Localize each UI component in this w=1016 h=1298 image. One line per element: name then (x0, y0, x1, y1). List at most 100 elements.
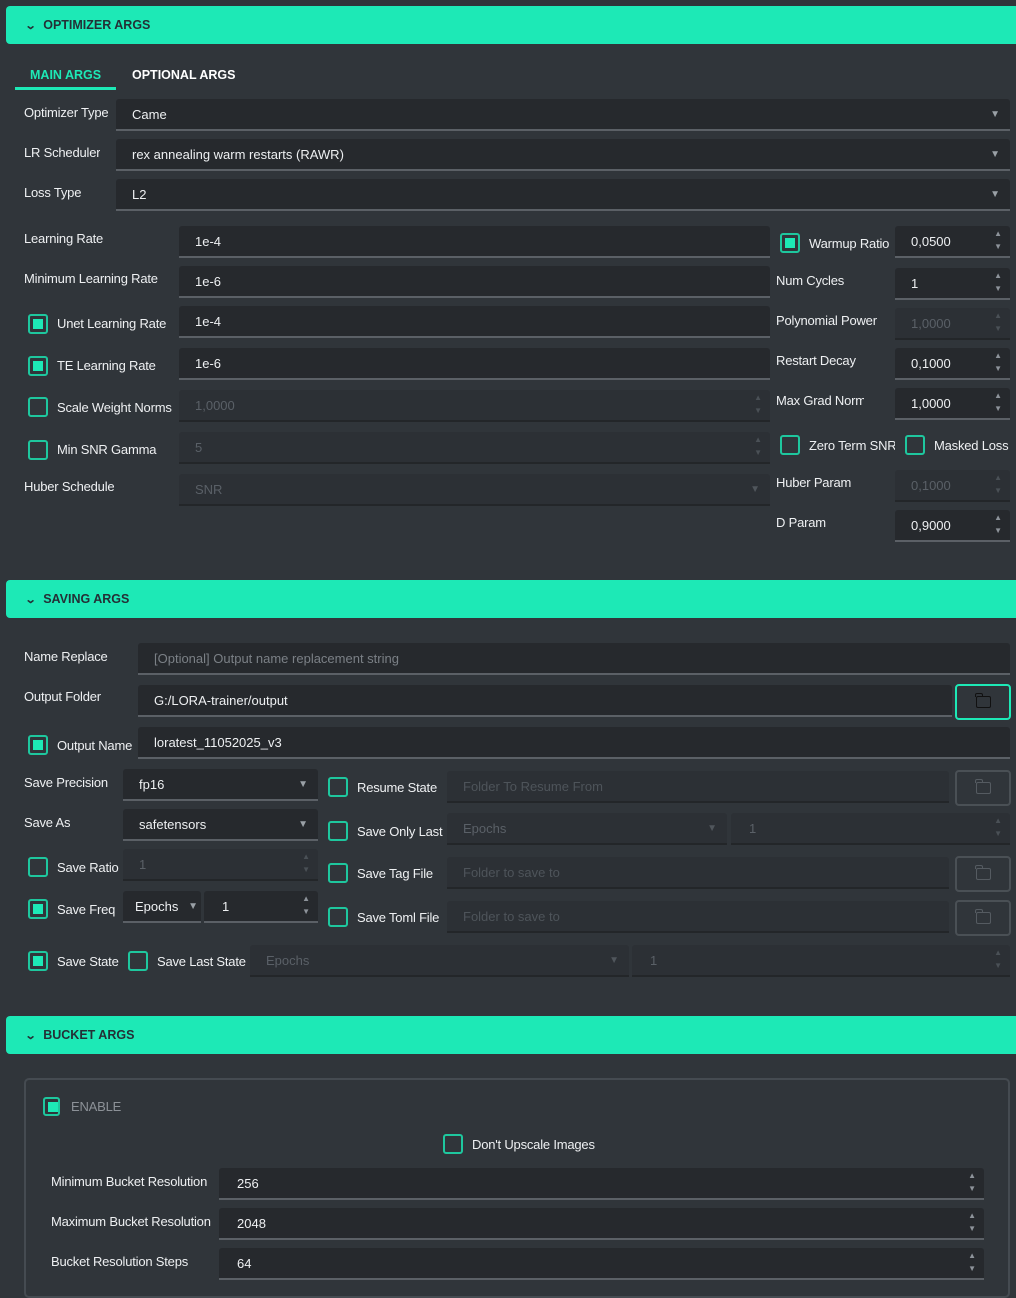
spin-arrows-icon[interactable]: ▲ ▼ (994, 351, 1002, 373)
enable-bucket-checkbox[interactable] (43, 1097, 60, 1116)
masked-loss-label: Masked Loss (934, 438, 1009, 453)
browse-resume-folder-button[interactable] (955, 770, 1011, 806)
dont-upscale-checkbox[interactable] (443, 1134, 463, 1154)
saving-args-header[interactable]: ⌄ SAVING ARGS (6, 580, 1016, 618)
num-cycles-input[interactable]: 1 ▲ ▼ (895, 268, 1010, 300)
huber-schedule-select[interactable]: SNR ▼ (179, 474, 770, 506)
save-last-state-input[interactable]: 1 ▲ ▼ (632, 945, 1010, 977)
browse-output-folder-button[interactable] (955, 684, 1011, 720)
chevron-down-icon: ⌄ (24, 593, 37, 606)
save-as-select[interactable]: safetensors ▼ (123, 809, 318, 841)
spin-arrows-icon[interactable]: ▲ ▼ (968, 1251, 976, 1273)
spin-arrows-icon[interactable]: ▲ ▼ (994, 816, 1002, 838)
browse-toml-folder-button[interactable] (955, 900, 1011, 936)
save-ratio-input[interactable]: 1 ▲ ▼ (123, 849, 318, 881)
section-title: SAVING ARGS (43, 592, 130, 606)
save-last-state-checkbox[interactable] (128, 951, 148, 971)
huber-param-input[interactable]: 0,1000 ▲ ▼ (895, 470, 1010, 502)
value: 256 (237, 1176, 259, 1191)
value: rex annealing warm restarts (RAWR) (132, 147, 344, 162)
name-replace-label: Name Replace (24, 649, 108, 664)
spin-arrows-icon[interactable]: ▲ ▼ (994, 513, 1002, 535)
value: L2 (132, 187, 147, 202)
optimizer-type-select[interactable]: Came ▼ (116, 99, 1010, 131)
min-bucket-res-label: Minimum Bucket Resolution (51, 1174, 208, 1189)
browse-tag-folder-button[interactable] (955, 856, 1011, 892)
restart-decay-input[interactable]: 0,1000 ▲ ▼ (895, 348, 1010, 380)
output-folder-input[interactable]: G:/LORA-trainer/output (138, 685, 952, 717)
min-snr-gamma-label: Min SNR Gamma (57, 442, 157, 457)
learning-rate-label: Learning Rate (24, 231, 104, 246)
dropdown-arrow-icon: ▼ (990, 189, 1000, 200)
spin-arrows-icon[interactable]: ▲ ▼ (754, 435, 762, 457)
te-lr-input[interactable]: 1e-6 (179, 348, 770, 380)
masked-loss-checkbox[interactable] (905, 435, 925, 455)
zero-term-snr-checkbox[interactable] (780, 435, 800, 455)
spin-arrows-icon[interactable]: ▲ ▼ (994, 271, 1002, 293)
bucket-steps-input[interactable]: 64 ▲ ▼ (219, 1248, 984, 1280)
save-ratio-checkbox[interactable] (28, 857, 48, 877)
spin-arrows-icon[interactable]: ▲ ▼ (994, 229, 1002, 251)
min-snr-gamma-input[interactable]: 5 ▲ ▼ (179, 432, 770, 464)
save-state-checkbox[interactable] (28, 951, 48, 971)
min-lr-input[interactable]: 1e-6 (179, 266, 770, 298)
resume-state-input[interactable]: Folder To Resume From (447, 771, 949, 803)
spin-arrows-icon[interactable]: ▲ ▼ (994, 391, 1002, 413)
unet-lr-input[interactable]: 1e-4 (179, 306, 770, 338)
lr-scheduler-select[interactable]: rex annealing warm restarts (RAWR) ▼ (116, 139, 1010, 171)
polynomial-power-input[interactable]: 1,0000 ▲ ▼ (895, 308, 1010, 340)
spin-arrows-icon[interactable]: ▲ ▼ (302, 852, 310, 874)
save-toml-file-input[interactable]: Folder to save to (447, 901, 949, 933)
save-state-label: Save State (57, 954, 119, 969)
optimizer-args-header[interactable]: ⌄ OPTIMIZER ARGS (6, 6, 1016, 44)
learning-rate-input[interactable]: 1e-4 (179, 226, 770, 258)
save-tag-file-input[interactable]: Folder to save to (447, 857, 949, 889)
spin-arrows-icon[interactable]: ▲ ▼ (754, 393, 762, 415)
unet-lr-checkbox[interactable] (28, 314, 48, 334)
scale-weight-norms-input[interactable]: 1,0000 ▲ ▼ (179, 390, 770, 422)
save-tag-file-checkbox[interactable] (328, 863, 348, 883)
loss-type-label: Loss Type (24, 185, 82, 200)
save-only-last-input[interactable]: 1 ▲ ▼ (731, 813, 1010, 845)
dropdown-arrow-icon: ▼ (188, 901, 198, 912)
value: SNR (195, 482, 223, 497)
loss-type-select[interactable]: L2 ▼ (116, 179, 1010, 211)
scale-weight-norms-checkbox[interactable] (28, 397, 48, 417)
spin-arrows-icon[interactable]: ▲ ▼ (994, 948, 1002, 970)
spin-arrows-icon[interactable]: ▲ ▼ (994, 473, 1002, 495)
save-only-last-checkbox[interactable] (328, 821, 348, 841)
save-only-last-unit-select[interactable]: Epochs ▼ (447, 813, 727, 845)
warmup-ratio-input[interactable]: 0,0500 ▲ ▼ (895, 226, 1010, 258)
output-name-checkbox[interactable] (28, 735, 48, 755)
save-toml-file-checkbox[interactable] (328, 907, 348, 927)
save-precision-select[interactable]: fp16 ▼ (123, 769, 318, 801)
te-lr-checkbox[interactable] (28, 356, 48, 376)
d-param-input[interactable]: 0,9000 ▲ ▼ (895, 510, 1010, 542)
save-freq-unit-select[interactable]: Epochs ▼ (123, 891, 201, 923)
spin-arrows-icon[interactable]: ▲ ▼ (968, 1171, 976, 1193)
d-param-label: D Param (776, 515, 826, 530)
value: 1 (911, 276, 919, 291)
name-replace-input[interactable]: [Optional] Output name replacement strin… (138, 643, 1010, 675)
warmup-ratio-checkbox[interactable] (780, 233, 800, 253)
dropdown-arrow-icon: ▼ (298, 819, 308, 830)
tab-optional-args[interactable]: OPTIONAL ARGS (132, 68, 236, 82)
save-freq-input[interactable]: 1 ▲ ▼ (204, 891, 318, 923)
resume-state-checkbox[interactable] (328, 777, 348, 797)
value: 1 (222, 899, 230, 914)
min-bucket-res-input[interactable]: 256 ▲ ▼ (219, 1168, 984, 1200)
tab-main-args[interactable]: MAIN ARGS (15, 66, 117, 90)
spin-arrows-icon[interactable]: ▲ ▼ (968, 1211, 976, 1233)
te-lr-label: TE Learning Rate (57, 358, 156, 373)
spin-arrows-icon[interactable]: ▲ ▼ (994, 311, 1002, 333)
max-bucket-res-input[interactable]: 2048 ▲ ▼ (219, 1208, 984, 1240)
dont-upscale-label: Don't Upscale Images (472, 1137, 595, 1152)
save-last-state-unit-select[interactable]: Epochs ▼ (250, 945, 629, 977)
min-snr-gamma-checkbox[interactable] (28, 440, 48, 460)
save-freq-checkbox[interactable] (28, 899, 48, 919)
max-grad-norm-input[interactable]: 1,0000 ▲ ▼ (895, 388, 1010, 420)
dropdown-arrow-icon: ▼ (609, 955, 619, 966)
bucket-args-header[interactable]: ⌄ BUCKET ARGS (6, 1016, 1016, 1054)
spin-arrows-icon[interactable]: ▲ ▼ (302, 894, 310, 916)
output-name-input[interactable]: loratest_11052025_v3 (138, 727, 1010, 759)
